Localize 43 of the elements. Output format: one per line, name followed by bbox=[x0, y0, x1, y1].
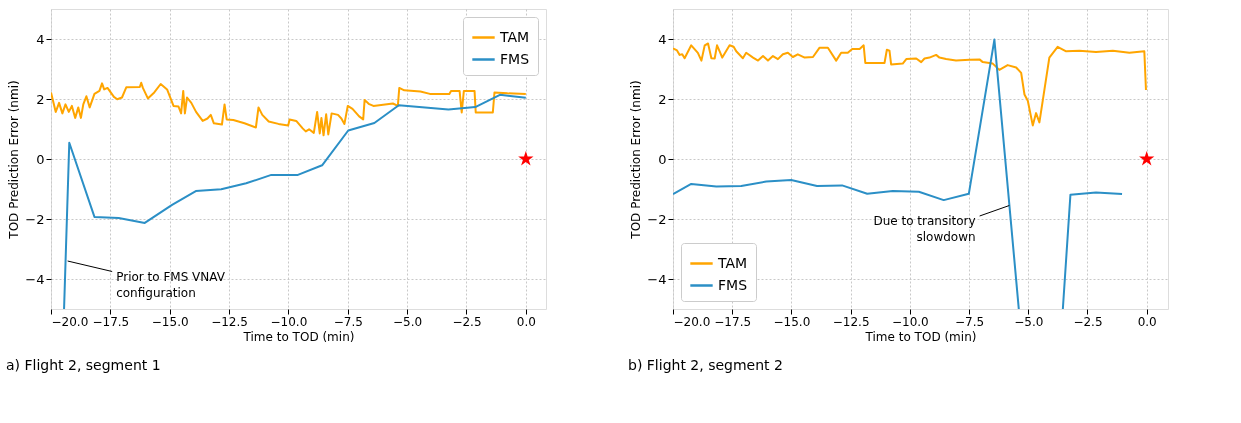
x-tick-label: −2.5 bbox=[452, 314, 482, 329]
x-tick-label: −10.0 bbox=[270, 314, 308, 329]
x-tick-label: −10.0 bbox=[891, 314, 929, 329]
y-tick-label: −4 bbox=[25, 271, 45, 287]
y-tick-label: 2 bbox=[658, 91, 667, 107]
annotation: Due to transitory slowdown bbox=[873, 214, 976, 244]
legend-label: TAM bbox=[717, 254, 748, 271]
line-series bbox=[51, 81, 527, 137]
y-tick-label: 0 bbox=[36, 151, 45, 167]
x-tick-label: 0.0 bbox=[1137, 314, 1157, 329]
legend-label: FMS bbox=[500, 50, 530, 67]
x-tick-label: −7.5 bbox=[333, 314, 363, 329]
x-tick-label: −7.5 bbox=[954, 314, 985, 329]
y-tick-label: 0 bbox=[658, 151, 667, 167]
text: a) Flight 2, segment 1 bbox=[6, 357, 161, 373]
x-tick-label: −5.0 bbox=[1014, 314, 1044, 329]
y-tick-label: 4 bbox=[658, 31, 667, 47]
y-tick-label: −2 bbox=[647, 211, 667, 227]
y-tick-label: −2 bbox=[25, 211, 45, 227]
x-tick-label: −12.5 bbox=[211, 314, 248, 329]
x-tick-label: −17.5 bbox=[92, 314, 130, 329]
x-tick-label: −2.5 bbox=[1073, 314, 1103, 329]
y-tick-label: −4 bbox=[647, 271, 667, 287]
line-series bbox=[673, 42, 1147, 127]
x-axis-title: Time to TOD (min) bbox=[242, 329, 355, 344]
line-series bbox=[63, 93, 527, 309]
annotation: Prior to FMS VNAV configuration bbox=[116, 269, 226, 300]
y-tick-label: 2 bbox=[36, 91, 45, 107]
x-tick-label: −20.0 bbox=[673, 314, 711, 329]
x-tick-label: −17.5 bbox=[714, 314, 752, 329]
x-axis-title: Time to TOD (min) bbox=[864, 329, 977, 344]
x-tick-label: 0.0 bbox=[516, 314, 536, 329]
legend-label: FMS bbox=[718, 276, 748, 293]
x-tick-label: −20.0 bbox=[51, 314, 89, 329]
x-tick-label: −5.0 bbox=[393, 314, 423, 329]
text: b) Flight 2, segment 2 bbox=[628, 357, 783, 373]
x-tick-label: −12.5 bbox=[832, 314, 870, 329]
y-axis-title: TOD Prediction Error (nmi) bbox=[629, 80, 644, 240]
x-tick-label: −15.0 bbox=[773, 314, 811, 329]
y-axis-title: TOD Prediction Error (nmi) bbox=[7, 80, 22, 240]
x-tick-label: −15.0 bbox=[151, 314, 189, 329]
y-tick-label: 4 bbox=[36, 31, 45, 47]
legend-label: TAM bbox=[499, 28, 530, 45]
